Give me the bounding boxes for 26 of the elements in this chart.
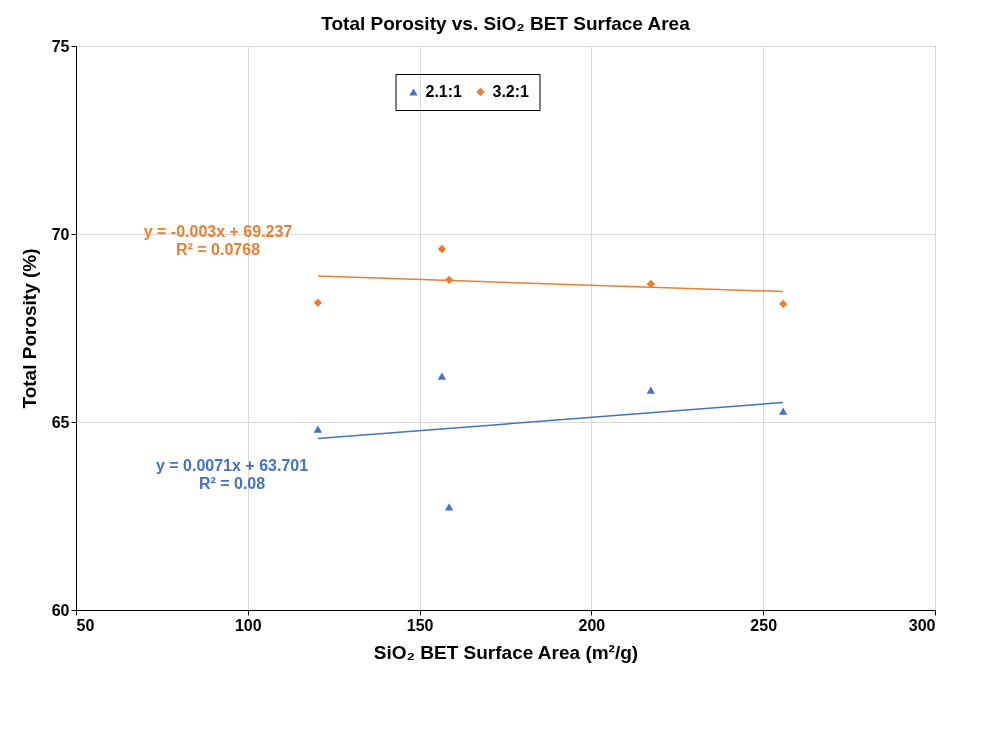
point <box>437 244 447 254</box>
x-tick-label: 150 <box>406 616 434 634</box>
y-tick-label: 60 <box>51 601 70 619</box>
y-tick-label: 65 <box>51 413 70 431</box>
point <box>444 503 454 511</box>
legend-label: 3.2:1 <box>492 83 530 100</box>
x-tick-label: 200 <box>578 616 606 634</box>
point <box>778 299 788 309</box>
x-tick-label: 100 <box>234 616 262 634</box>
point <box>313 425 323 433</box>
point <box>437 372 447 380</box>
y-tick-label: 70 <box>51 225 70 243</box>
point <box>313 298 323 307</box>
x-tick-label: 50 <box>76 616 95 634</box>
point <box>646 386 656 394</box>
annotation: y = 0.0071x + 63.701 R² = 0.08 <box>155 457 309 492</box>
chart-title: Total Porosity vs. SiO₂ BET Surface Area <box>321 13 691 34</box>
y-tick-label: 75 <box>51 37 70 55</box>
x-tick-label: 300 <box>908 616 936 634</box>
point <box>778 407 788 415</box>
x-axis-title: SiO₂ BET Surface Area (m²/g) <box>373 641 639 663</box>
annotation: y = -0.003x + 69.237 R² = 0.0768 <box>143 223 293 258</box>
x-tick-label: 250 <box>750 616 778 634</box>
y-axis-title: Total Porosity (%) <box>18 248 40 409</box>
point <box>646 279 656 289</box>
legend-label: 2.1:1 <box>425 83 463 100</box>
